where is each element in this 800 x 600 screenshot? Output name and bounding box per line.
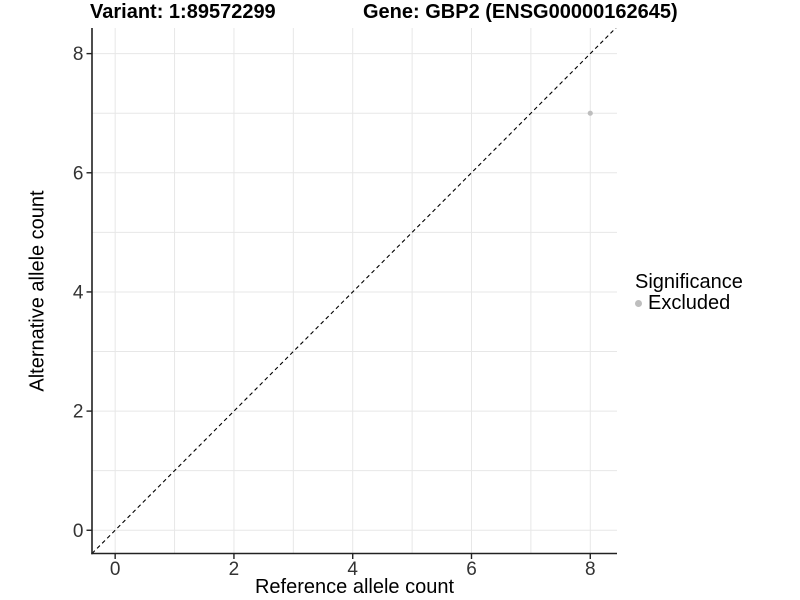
legend-marker-icon (635, 300, 642, 307)
legend-item-label: Excluded (648, 292, 731, 314)
x-tick-label: 2 (229, 559, 240, 580)
y-tick-label: 6 (73, 163, 84, 184)
y-axis-title: Alternative allele count (26, 190, 49, 392)
data-point (587, 110, 593, 116)
x-axis-title: Reference allele count (254, 576, 454, 598)
plot-title-gene: Gene: GBP2 (ENSG00000162645) (363, 1, 678, 23)
x-tick-label: 6 (466, 559, 477, 580)
x-tick-label: 0 (110, 559, 121, 580)
y-tick-label: 8 (73, 44, 84, 65)
legend: Significance Excluded (633, 271, 743, 314)
y-tick-label: 4 (73, 282, 84, 303)
identity-line (92, 28, 617, 554)
x-tick-label: 4 (347, 559, 358, 580)
legend-title: Significance (635, 271, 743, 293)
y-tick-label: 2 (73, 402, 84, 423)
plot-title-variant: Variant: 1:89572299 (90, 1, 276, 23)
legend-item-excluded: Excluded (633, 293, 743, 314)
y-tick-label: 0 (73, 521, 84, 542)
x-tick-label: 8 (585, 559, 596, 580)
